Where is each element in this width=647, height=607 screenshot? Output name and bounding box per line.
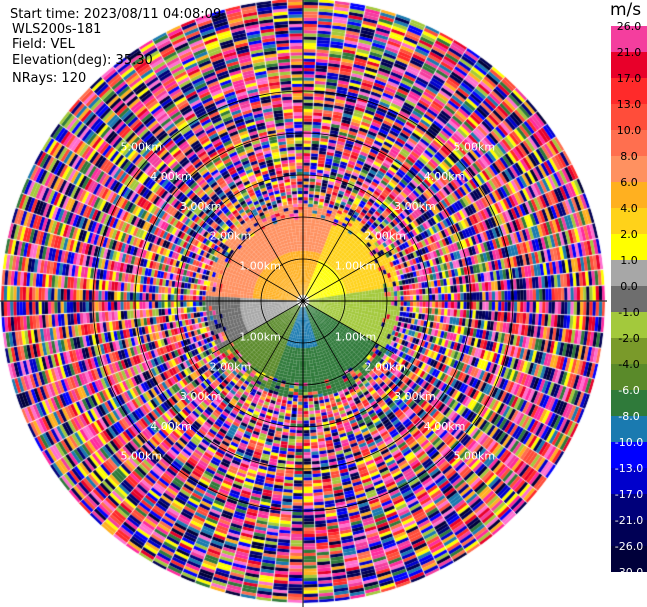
field-label: Field: VEL xyxy=(12,37,75,52)
colorbar-tick-label: 8.0 xyxy=(620,150,638,163)
range-ring-label: 5.00km xyxy=(121,141,163,154)
colorbar-segment xyxy=(611,364,647,390)
instrument-label: WLS200s-181 xyxy=(12,22,102,37)
colorbar-tick-label: 26.0 xyxy=(616,20,642,33)
range-ring-label: 1.00km xyxy=(239,331,281,344)
colorbar-segment xyxy=(611,104,647,130)
colorbar-tick-label: -8.0 xyxy=(618,410,640,423)
colorbar-tick-label: -13.0 xyxy=(614,462,644,475)
azimuth-spoke xyxy=(211,248,395,354)
colorbar-tick-label: 2.0 xyxy=(620,228,638,241)
range-ring-label: 5.00km xyxy=(453,141,495,154)
colorbar-segment xyxy=(611,130,647,156)
colorbar-segment xyxy=(611,468,647,494)
colorbar-tick-label: 6.0 xyxy=(620,176,638,189)
colorbar-segment xyxy=(611,286,647,312)
range-ring xyxy=(218,216,388,386)
range-ring xyxy=(176,174,430,428)
colorbar-tick-label: 10.0 xyxy=(616,124,642,137)
colorbar-segment xyxy=(611,390,647,416)
range-ring-label: 2.00km xyxy=(210,360,252,373)
range-ring-label: 1.00km xyxy=(335,331,377,344)
colorbar-segment xyxy=(611,234,647,260)
colorbar-segment xyxy=(611,338,647,364)
range-ring-label: 4.00km xyxy=(424,420,466,433)
range-rings-overlay: 1.00km 1.00km 1.00km 1.00km 2.00km 2.00km 2.00… xyxy=(0,0,607,607)
colorbar-unit: m/s xyxy=(610,0,642,20)
colorbar-segment xyxy=(611,208,647,234)
range-ring xyxy=(134,132,472,470)
colorbar-segment xyxy=(611,156,647,182)
start-time-label: Start time: 2023/08/11 04:08:09 xyxy=(10,7,222,22)
colorbar-segment xyxy=(611,312,647,338)
range-ring-label: 3.00km xyxy=(394,390,436,403)
range-ring xyxy=(92,90,514,512)
nrays-label: NRays: 120 xyxy=(12,71,87,86)
colorbar-segment xyxy=(611,52,647,78)
colorbar-tick-label: 4.0 xyxy=(620,202,638,215)
colorbar-tick-label: -2.0 xyxy=(618,332,640,345)
colorbar-tick-label: 17.0 xyxy=(616,72,642,85)
colorbar-tick-label: -10.0 xyxy=(614,436,644,449)
colorbar-segment xyxy=(611,182,647,208)
colorbar-tick-label: 13.0 xyxy=(616,98,642,111)
range-ring-label: 3.00km xyxy=(394,200,436,213)
range-ring-label: 4.00km xyxy=(150,420,192,433)
colorbar-tick-label: -4.0 xyxy=(618,358,640,371)
range-ring-label: 2.00km xyxy=(364,360,406,373)
range-ring-label: 5.00km xyxy=(453,449,495,462)
range-ring-label: 1.00km xyxy=(239,259,281,272)
colorbar-segment xyxy=(611,26,647,52)
colorbar-tick-label: -1.0 xyxy=(618,306,640,319)
colorbar-segment xyxy=(611,442,647,468)
colorbar-segment xyxy=(611,494,647,520)
range-ring-label: 3.00km xyxy=(180,390,222,403)
colorbar-tick-label: -30.0 xyxy=(614,566,644,579)
colorbar-segment xyxy=(611,520,647,546)
range-ring xyxy=(260,258,346,344)
colorbar-segment xyxy=(611,416,647,442)
colorbar-tick-label: -21.0 xyxy=(614,514,644,527)
colorbar-tick-label: 21.0 xyxy=(616,46,642,59)
range-ring-label: 4.00km xyxy=(424,170,466,183)
elevation-label: Elevation(deg): 35.30 xyxy=(12,53,153,68)
colorbar-tick-label: -17.0 xyxy=(614,488,644,501)
range-ring-label: 3.00km xyxy=(180,200,222,213)
range-ring-label: 2.00km xyxy=(364,230,406,243)
range-ring-label: 2.00km xyxy=(210,230,252,243)
colorbar-tick-label: -26.0 xyxy=(614,540,644,553)
colorbar-tick-label: -6.0 xyxy=(618,384,640,397)
colorbar-segment xyxy=(611,78,647,104)
colorbar-tick-label: 0.0 xyxy=(620,280,638,293)
colorbar-segment xyxy=(611,546,647,572)
colorbar-tick-label: 1.0 xyxy=(620,254,638,267)
range-ring-label: 4.00km xyxy=(150,170,192,183)
colorbar-segment xyxy=(611,260,647,286)
range-ring-label: 1.00km xyxy=(335,259,377,272)
range-ring-label: 5.00km xyxy=(121,449,163,462)
